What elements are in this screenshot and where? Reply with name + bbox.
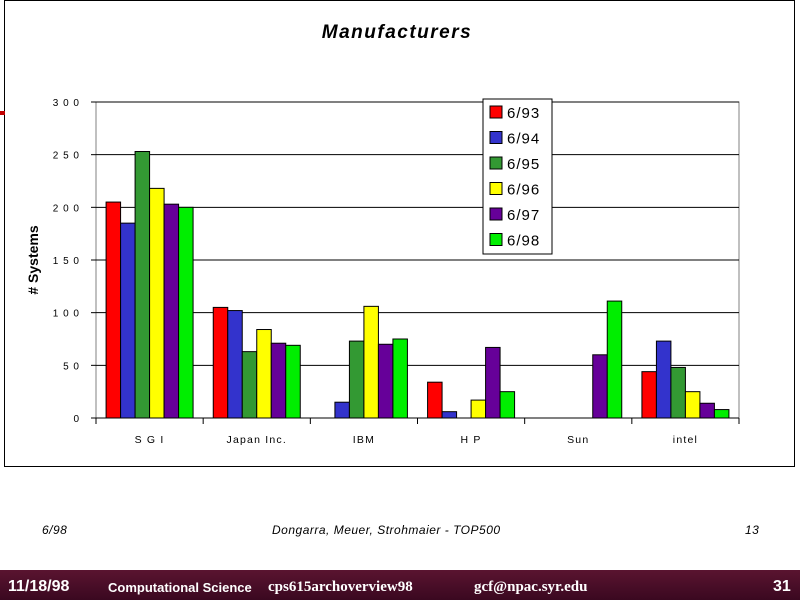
x-tick-label: Sun (567, 434, 589, 446)
bar-6-94 (227, 310, 243, 419)
y-axis-label: # Systems (25, 225, 41, 294)
bar-6-96 (256, 329, 272, 419)
legend-label: 6/95 (507, 156, 540, 173)
chart-title: Manufacturers (322, 22, 472, 43)
bar-6-98 (178, 206, 194, 419)
bar-6-93 (427, 381, 443, 419)
y-tick-label: 1 5 0 (53, 256, 80, 267)
bar-6-98 (392, 338, 408, 419)
y-tick-label: 0 (73, 414, 80, 425)
bar-6-97 (377, 343, 394, 419)
bar-6-97 (699, 402, 715, 419)
bar-6-94 (334, 401, 350, 419)
bar-6-98 (285, 344, 301, 419)
footer-date: 6/98 (42, 523, 68, 537)
bar-6-95 (348, 340, 365, 419)
bottom-bar-file: cps615archoverview98 (268, 579, 413, 595)
bar-6-97 (592, 354, 608, 419)
legend-box (482, 98, 553, 255)
legend-label: 6/96 (507, 182, 540, 199)
legend-swatch (489, 207, 503, 221)
x-tick-label: H P (461, 434, 482, 446)
legend-label: 6/98 (507, 233, 540, 250)
bar-6-94 (655, 340, 672, 419)
bar-6-97 (270, 342, 287, 419)
legend-swatch (489, 131, 503, 144)
x-tick-label: IBM (353, 434, 375, 446)
footer-slide-number: 13 (745, 523, 760, 537)
bar-6-93 (212, 306, 229, 419)
bottom-bar-course: Computational Science (108, 580, 252, 595)
bar-6-95 (241, 351, 258, 419)
bar-6-96 (470, 399, 487, 419)
bullet-mark (0, 111, 5, 115)
y-tick-label: 2 5 0 (53, 151, 80, 162)
bar-6-93 (641, 371, 657, 419)
legend-swatch (489, 156, 503, 170)
bar-6-98 (606, 300, 623, 419)
y-tick-label: 2 0 0 (53, 203, 80, 214)
y-tick-label: 5 0 (63, 361, 80, 372)
bar-6-97 (163, 203, 180, 419)
bottom-bar-date: 11/18/98 (8, 578, 70, 595)
legend-label: 6/93 (507, 105, 540, 122)
bar-6-96 (363, 305, 379, 419)
legend-swatch (489, 105, 503, 119)
y-tick-label: 3 0 0 (53, 98, 80, 109)
bar-6-94 (120, 222, 136, 419)
bar-6-95 (134, 151, 151, 419)
legend-swatch (489, 233, 503, 246)
bar-6-98 (713, 409, 730, 419)
bar-chart: Manufacturers 0 5 0 1 0 0 1 5 0 2 0 0 2 5 0 3 0… (25, 22, 740, 446)
x-tick-label: S G I (135, 434, 165, 446)
bar-6-95 (670, 366, 686, 419)
legend-swatch (489, 182, 503, 195)
bar-6-94 (441, 411, 458, 419)
bottom-bar-email: gcf@npac.syr.edu (474, 579, 588, 595)
bar-6-98 (499, 391, 516, 419)
bar-6-96 (684, 391, 701, 419)
footer-credit: Dongarra, Meuer, Strohmaier - TOP500 (272, 523, 501, 537)
legend-label: 6/94 (507, 131, 540, 148)
legend-label: 6/97 (507, 207, 540, 224)
bar-6-96 (149, 187, 165, 419)
x-tick-label: intel (673, 434, 698, 446)
x-tick-label: Japan Inc. (227, 434, 287, 446)
bar-6-97 (485, 346, 501, 419)
bar-6-93 (105, 201, 122, 419)
bottom-bar (0, 570, 800, 600)
y-tick-label: 1 0 0 (53, 309, 80, 320)
bottom-bar-page: 31 (773, 578, 791, 595)
